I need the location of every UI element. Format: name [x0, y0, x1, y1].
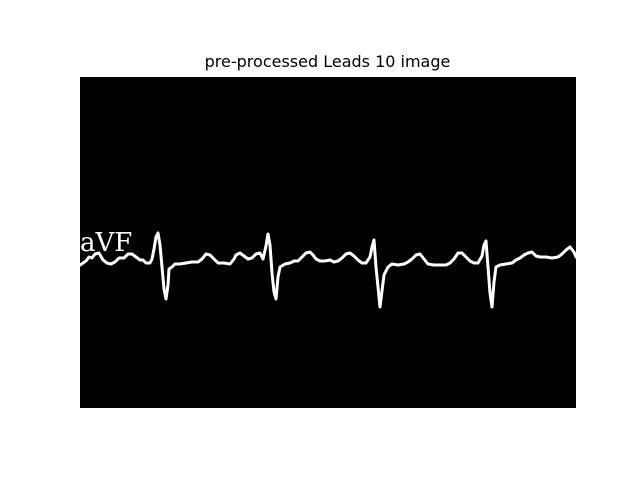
lead-label: aVF — [80, 228, 132, 258]
ecg-image-panel: aVF — [80, 77, 576, 408]
ecg-trace — [80, 231, 576, 309]
ecg-trace-canvas: aVF — [80, 228, 576, 309]
image-title: pre-processed Leads 10 image — [204, 52, 451, 71]
